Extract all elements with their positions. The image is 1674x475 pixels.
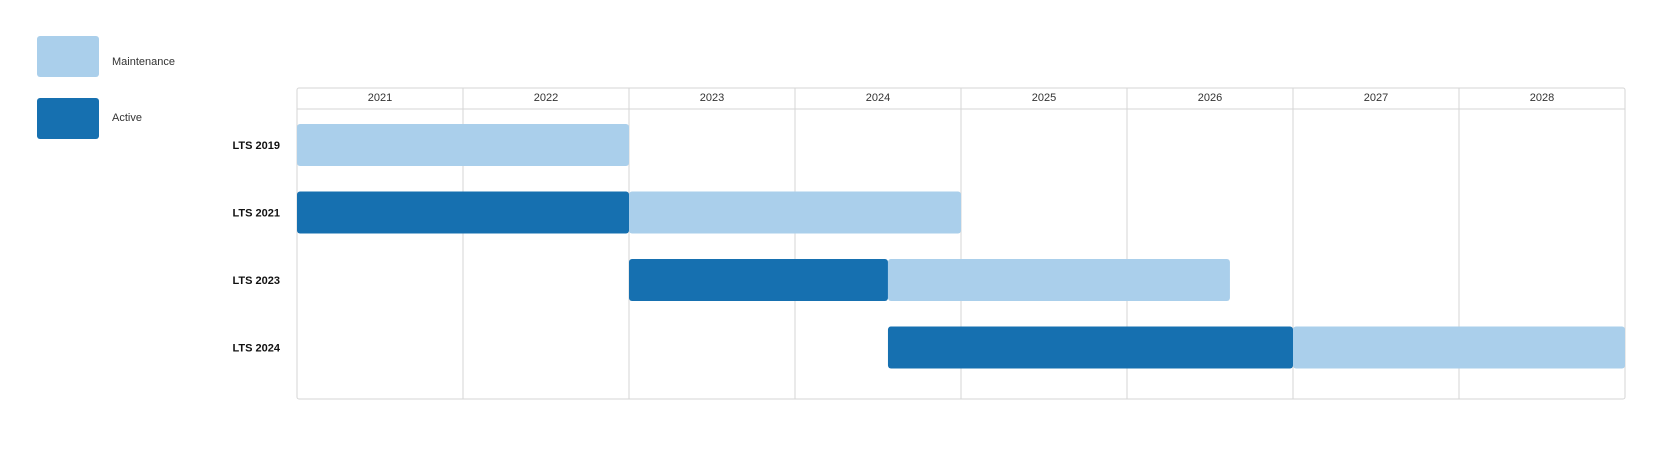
- legend-swatch-maintenance: [37, 36, 99, 77]
- plot-area: 2021 2022 2023 2024 2025 2026 2027 2028 LTS 201…: [233, 87, 1626, 400]
- bars: [297, 124, 1625, 369]
- row-label: LTS 2019: [233, 140, 281, 152]
- legend-label-active: Active: [112, 112, 142, 124]
- year-tick-label: 2026: [1198, 92, 1222, 104]
- grid: [296, 87, 1626, 400]
- year-tick-label: 2023: [700, 92, 724, 104]
- year-tick-label: 2022: [534, 92, 558, 104]
- row-label: LTS 2024: [233, 343, 281, 355]
- legend-label-maintenance: Maintenance: [112, 56, 175, 68]
- legend: Maintenance Active: [37, 36, 175, 139]
- row-label: LTS 2021: [233, 208, 281, 220]
- bar-active: [629, 259, 888, 301]
- bar-maintenance: [297, 124, 629, 166]
- bar-active: [297, 191, 629, 234]
- year-tick-label: 2027: [1364, 92, 1388, 104]
- bar-maintenance: [629, 191, 961, 234]
- bar-maintenance: [887, 259, 1230, 301]
- year-tick-label: 2024: [866, 92, 890, 104]
- row-axis: LTS 2019 LTS 2021 LTS 2023 LTS 2024: [233, 140, 281, 355]
- year-tick-label: 2025: [1032, 92, 1056, 104]
- year-tick-label: 2021: [368, 92, 392, 104]
- legend-swatch-active: [37, 98, 99, 139]
- year-tick-label: 2028: [1530, 92, 1554, 104]
- year-axis: 2021 2022 2023 2024 2025 2026 2027 2028: [368, 92, 1554, 104]
- bar-maintenance: [1293, 326, 1625, 369]
- bar-active: [887, 326, 1293, 369]
- row-label: LTS 2023: [233, 275, 281, 287]
